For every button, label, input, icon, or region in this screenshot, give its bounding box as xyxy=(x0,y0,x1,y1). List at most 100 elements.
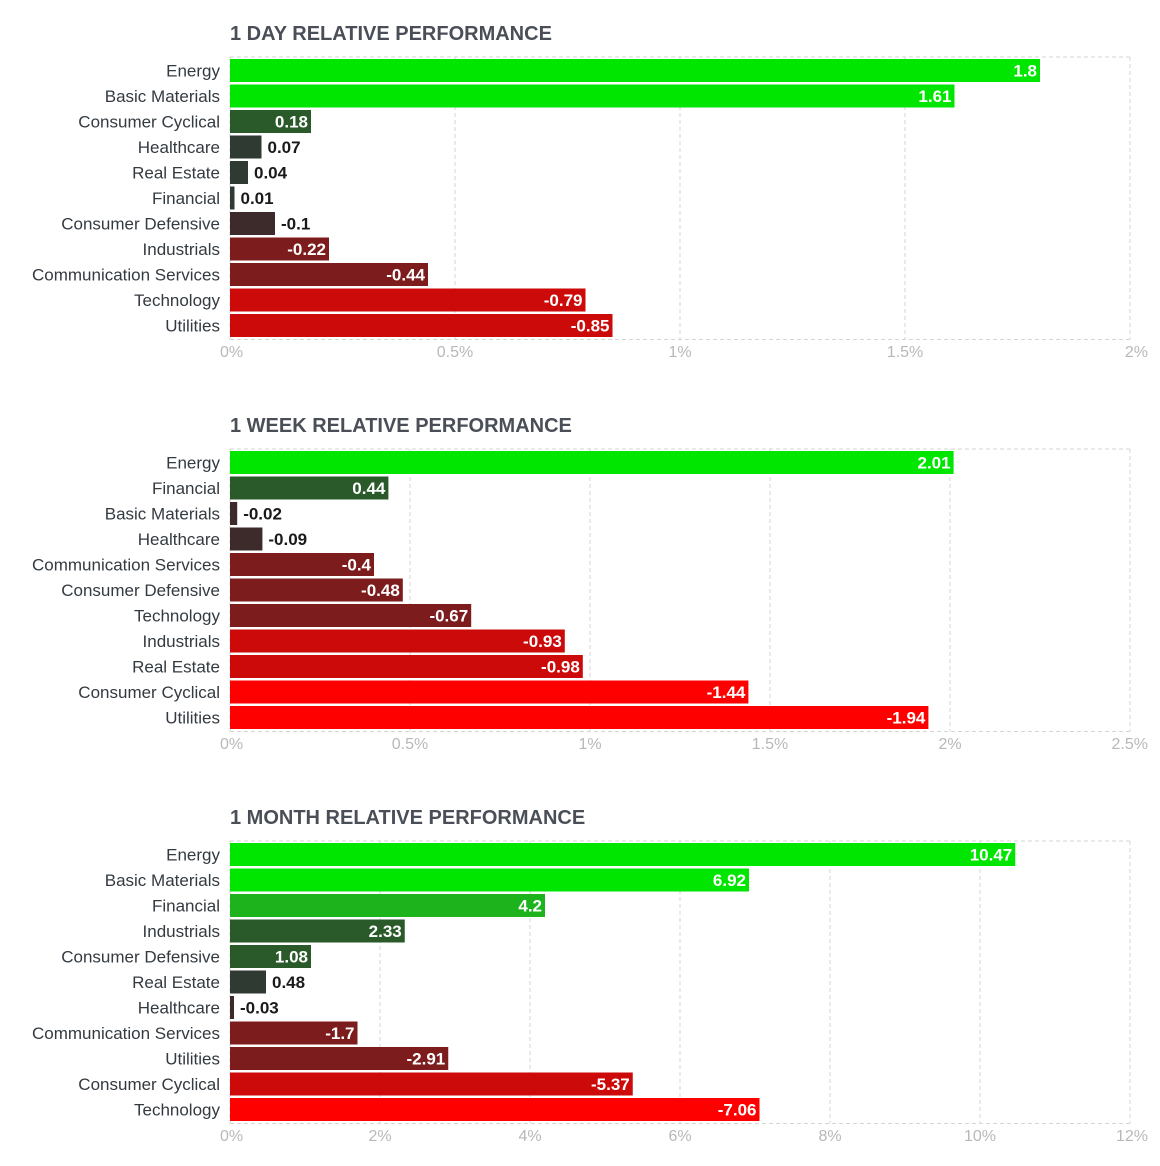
category-label: Consumer Cyclical xyxy=(78,683,220,702)
x-tick-label: 2% xyxy=(938,736,961,753)
day-performance-chart: 1 DAY RELATIVE PERFORMANCE 0% 0.5% 1% 1.5% 2%… xyxy=(0,0,1160,370)
bar-row: Real Estate 0.04 xyxy=(132,161,288,184)
bar-row: Real Estate -0.98 xyxy=(132,655,583,678)
bar[interactable] xyxy=(230,1098,760,1121)
bar-row: Financial 0.44 xyxy=(152,476,389,500)
bar[interactable] xyxy=(230,476,389,500)
value-label: -0.4 xyxy=(342,556,372,575)
bar[interactable] xyxy=(230,135,262,159)
value-label: -0.93 xyxy=(523,632,562,651)
bar-row: Financial 0.01 xyxy=(152,186,274,210)
bar[interactable] xyxy=(230,314,613,337)
bar[interactable] xyxy=(230,288,586,312)
category-label: Healthcare xyxy=(138,138,220,157)
x-tick-label: 8% xyxy=(818,1128,841,1145)
bar[interactable] xyxy=(230,894,545,917)
category-label: Utilities xyxy=(165,317,220,336)
category-label: Energy xyxy=(166,62,220,81)
category-label: Financial xyxy=(152,479,220,498)
bar-row: Consumer Defensive -0.1 xyxy=(61,212,310,235)
bar[interactable] xyxy=(230,843,1016,866)
value-label: -0.98 xyxy=(541,658,580,677)
category-label: Consumer Defensive xyxy=(61,581,220,600)
value-label: 0.04 xyxy=(254,164,288,183)
value-label: 0.44 xyxy=(352,479,386,498)
x-tick-label: 0% xyxy=(220,736,243,753)
bar[interactable] xyxy=(230,110,311,133)
bar-row: Consumer Defensive -0.48 xyxy=(61,578,403,602)
bar[interactable] xyxy=(230,553,374,576)
category-label: Consumer Defensive xyxy=(61,215,220,234)
bar[interactable] xyxy=(230,706,929,729)
value-label: -0.03 xyxy=(240,999,279,1018)
bar-row: Healthcare 0.07 xyxy=(138,135,301,159)
value-label: -1.7 xyxy=(325,1024,354,1043)
bar[interactable] xyxy=(230,237,329,261)
bar[interactable] xyxy=(230,451,954,474)
bar[interactable] xyxy=(230,1021,358,1045)
category-label: Industrials xyxy=(143,922,220,941)
bar-row: Technology -0.79 xyxy=(134,288,586,312)
bar[interactable] xyxy=(230,680,749,704)
category-label: Basic Materials xyxy=(105,505,220,524)
x-tick-label: 2% xyxy=(368,1128,391,1145)
category-label: Consumer Cyclical xyxy=(78,1075,220,1094)
bar[interactable] xyxy=(230,629,565,653)
value-label: 0.01 xyxy=(241,189,274,208)
bar[interactable] xyxy=(230,161,248,184)
bar[interactable] xyxy=(230,970,266,994)
bar-row: Communication Services -0.4 xyxy=(32,553,374,576)
bar-row: Consumer Cyclical 0.18 xyxy=(78,110,311,133)
bar-row: Healthcare -0.03 xyxy=(138,996,279,1019)
bar[interactable] xyxy=(230,996,234,1019)
x-tick-label: 10% xyxy=(964,1128,996,1145)
category-label: Technology xyxy=(134,607,221,626)
bar[interactable] xyxy=(230,604,472,627)
bar[interactable] xyxy=(230,1072,633,1096)
x-tick-label: 1.5% xyxy=(752,736,788,753)
bar[interactable] xyxy=(230,527,263,551)
value-label: -0.79 xyxy=(544,291,583,310)
bar[interactable] xyxy=(230,263,428,286)
category-label: Basic Materials xyxy=(105,87,220,106)
bar-row: Energy 1.8 xyxy=(166,59,1040,82)
x-tick-label: 2% xyxy=(1125,344,1148,361)
bar[interactable] xyxy=(230,945,311,968)
day-performance-svg: 1 DAY RELATIVE PERFORMANCE 0% 0.5% 1% 1.5% 2%… xyxy=(32,23,1148,361)
bar-row: Basic Materials 6.92 xyxy=(105,868,749,892)
week-performance-svg: 1 WEEK RELATIVE PERFORMANCE 0% 0.5% 1% 1.5% 2… xyxy=(32,415,1148,753)
bar[interactable] xyxy=(230,212,275,235)
bar-row: Consumer Cyclical -1.44 xyxy=(78,680,749,704)
bar[interactable] xyxy=(230,868,749,892)
bar[interactable] xyxy=(230,502,238,525)
bar-row: Energy 10.47 xyxy=(166,843,1016,866)
category-label: Communication Services xyxy=(32,266,220,285)
x-tick-label: 1.5% xyxy=(887,344,923,361)
bar[interactable] xyxy=(230,919,405,943)
chart-title: 1 DAY RELATIVE PERFORMANCE xyxy=(230,23,552,45)
value-label: -5.37 xyxy=(591,1075,630,1094)
x-tick-label: 0% xyxy=(220,344,243,361)
category-label: Industrials xyxy=(143,632,220,651)
category-label: Real Estate xyxy=(132,658,220,677)
category-label: Communication Services xyxy=(32,556,220,575)
category-label: Consumer Defensive xyxy=(61,948,220,967)
value-label: 2.01 xyxy=(918,454,951,473)
bar-row: Communication Services -1.7 xyxy=(32,1021,358,1045)
x-tick-label: 6% xyxy=(668,1128,691,1145)
bar-row: Consumer Cyclical -5.37 xyxy=(78,1072,633,1096)
bar[interactable] xyxy=(230,1047,449,1070)
bar-row: Industrials -0.22 xyxy=(143,237,329,261)
bar[interactable] xyxy=(230,578,403,602)
week-performance-chart: 1 WEEK RELATIVE PERFORMANCE 0% 0.5% 1% 1.5% 2… xyxy=(0,392,1160,762)
value-label: 10.47 xyxy=(970,846,1013,865)
chart-title: 1 WEEK RELATIVE PERFORMANCE xyxy=(230,415,572,437)
bar[interactable] xyxy=(230,186,235,210)
bar[interactable] xyxy=(230,84,955,108)
bar[interactable] xyxy=(230,59,1040,82)
bar[interactable] xyxy=(230,655,583,678)
value-label: 0.48 xyxy=(272,973,305,992)
value-label: 1.61 xyxy=(918,87,951,106)
category-label: Real Estate xyxy=(132,973,220,992)
category-label: Basic Materials xyxy=(105,871,220,890)
